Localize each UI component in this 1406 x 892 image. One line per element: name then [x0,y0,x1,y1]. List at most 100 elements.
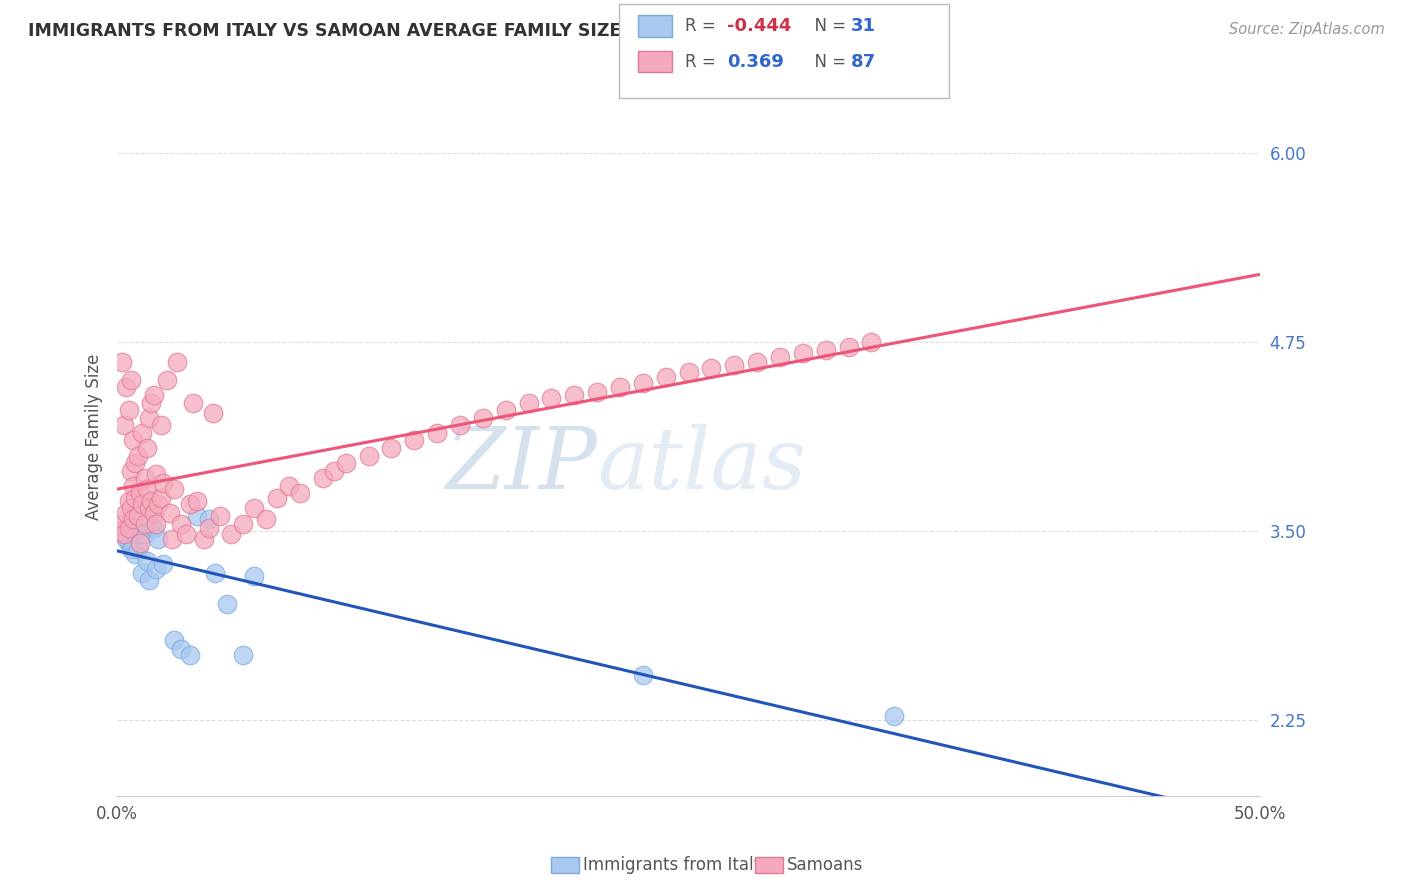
Point [134,471,156,485]
Point [111,516,134,531]
Point [179,648,201,662]
Point [517,395,540,409]
Point [135,482,157,496]
Point [197,512,219,526]
Point [124,456,146,470]
Point [204,566,226,581]
Point [745,355,768,369]
Text: 87: 87 [851,53,876,70]
Point [127,508,149,523]
Point [120,542,142,557]
Point [115,506,138,520]
Point [129,527,152,541]
Text: R =: R = [685,53,725,70]
Point [163,482,186,496]
Point [323,464,346,478]
Point [814,343,837,357]
Text: R =: R = [685,17,721,35]
Point [654,369,676,384]
Point [179,497,201,511]
Point [631,376,654,390]
Point [449,418,471,433]
Point [166,355,188,369]
Point [243,569,266,583]
Point [221,527,243,541]
Point [700,360,723,375]
Point [138,501,160,516]
Point [232,516,254,531]
Text: 31: 31 [851,17,876,35]
Point [122,434,145,448]
Point [540,391,562,405]
Point [127,542,149,557]
Point [277,479,299,493]
Point [860,335,883,350]
Point [135,554,157,568]
Point [124,521,146,535]
Point [174,527,197,541]
Point [129,486,152,500]
Point [471,410,494,425]
Point [134,527,156,541]
Point [335,456,357,470]
Text: N =: N = [804,17,852,35]
Point [163,632,186,647]
Text: N =: N = [804,53,852,70]
Point [138,573,160,587]
Point [232,648,254,662]
Text: 0.369: 0.369 [727,53,783,70]
Point [142,521,165,535]
Point [170,642,193,657]
Text: IMMIGRANTS FROM ITALY VS SAMOAN AVERAGE FAMILY SIZE CORRELATION CHART: IMMIGRANTS FROM ITALY VS SAMOAN AVERAGE … [28,22,837,40]
Point [142,506,165,520]
Point [142,388,165,402]
Point [122,539,145,553]
Point [170,516,193,531]
Point [495,403,517,417]
Point [120,373,142,387]
Point [115,532,138,546]
Point [156,373,179,387]
Point [148,532,170,546]
Point [149,491,172,505]
Point [108,524,131,538]
Point [186,508,208,523]
Text: Source: ZipAtlas.com: Source: ZipAtlas.com [1229,22,1385,37]
Point [122,512,145,526]
Point [562,388,585,402]
Point [769,350,792,364]
Point [288,486,311,500]
Point [120,501,142,516]
Point [193,532,215,546]
Point [129,536,152,550]
Point [117,403,139,417]
Point [148,497,170,511]
Point [134,516,156,531]
Point [131,566,153,581]
Point [122,479,145,493]
Point [131,497,153,511]
Point [145,467,167,481]
Point [838,340,860,354]
Point [197,521,219,535]
Point [631,667,654,681]
Point [215,597,238,611]
Point [145,516,167,531]
Point [266,491,288,505]
Text: ZIP: ZIP [446,424,598,507]
Point [678,365,700,379]
Point [117,521,139,535]
Point [131,425,153,440]
Point [404,434,426,448]
Point [160,532,183,546]
Point [723,358,745,372]
Point [145,562,167,576]
Point [117,494,139,508]
Point [141,494,163,508]
Point [181,395,204,409]
Point [312,471,335,485]
Point [609,380,631,394]
Point [152,475,174,490]
Point [149,418,172,433]
Text: Immigrants from Italy: Immigrants from Italy [583,856,763,874]
